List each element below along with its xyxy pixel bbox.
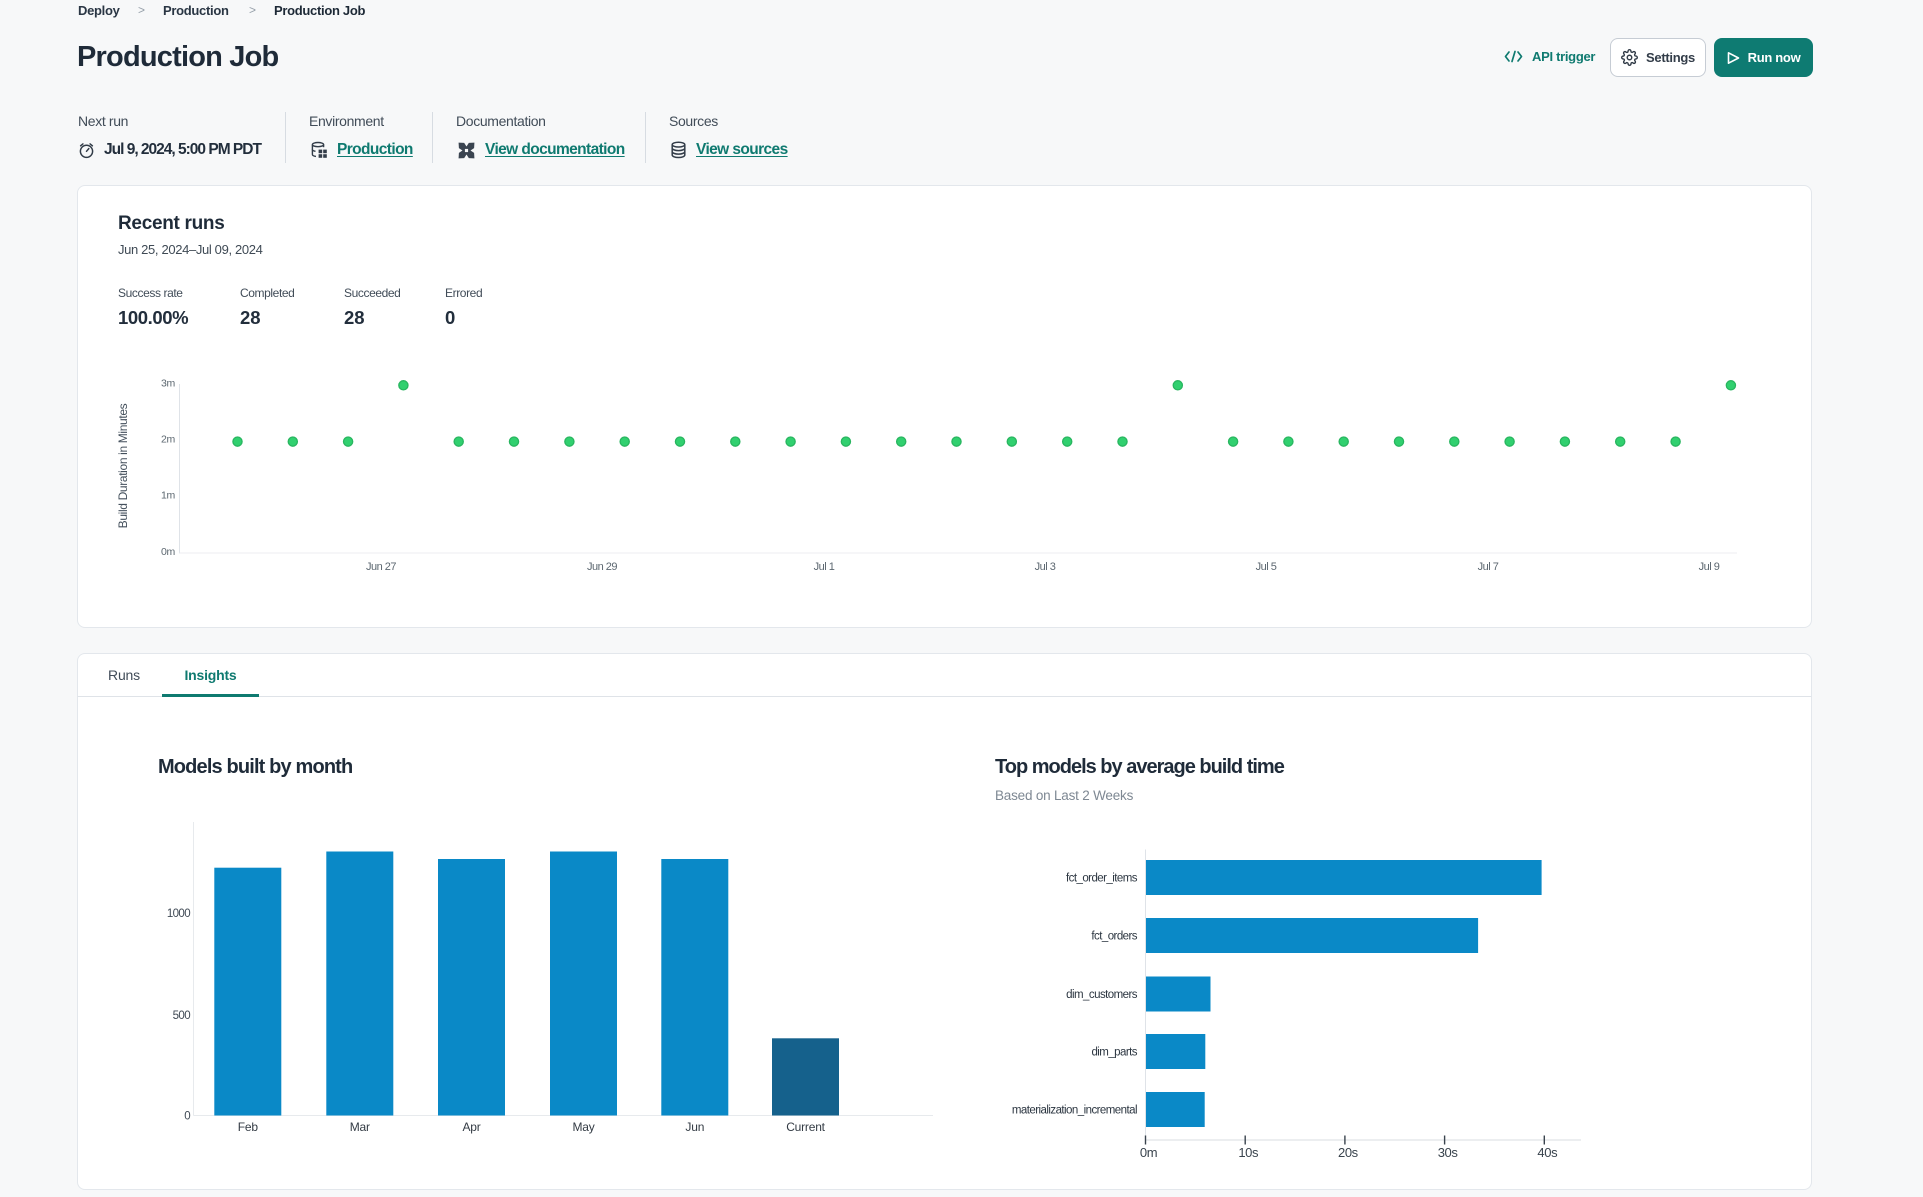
- svg-text:Jun 27: Jun 27: [366, 561, 396, 573]
- svg-text:Jun 29: Jun 29: [587, 561, 617, 573]
- svg-text:Mar: Mar: [350, 1120, 370, 1134]
- svg-text:Jul 5: Jul 5: [1256, 561, 1277, 573]
- svg-text:dim_customers: dim_customers: [1066, 989, 1138, 1001]
- svg-text:0: 0: [184, 1111, 190, 1123]
- svg-text:May: May: [572, 1120, 594, 1134]
- svg-text:materialization_incremental: materialization_incremental: [1012, 1105, 1137, 1117]
- svg-text:Apr: Apr: [462, 1120, 480, 1134]
- svg-text:3m: 3m: [161, 377, 176, 389]
- svg-text:fct_order_items: fct_order_items: [1066, 873, 1138, 885]
- svg-text:Jul 7: Jul 7: [1478, 561, 1499, 573]
- svg-text:Jul 3: Jul 3: [1035, 561, 1056, 573]
- svg-text:20s: 20s: [1338, 1145, 1359, 1160]
- svg-text:fct_orders: fct_orders: [1091, 931, 1137, 943]
- svg-text:2m: 2m: [161, 433, 176, 445]
- svg-text:0m: 0m: [161, 546, 176, 558]
- svg-text:500: 500: [173, 1010, 191, 1022]
- svg-text:Feb: Feb: [238, 1120, 259, 1134]
- svg-text:10s: 10s: [1238, 1145, 1259, 1160]
- svg-text:0m: 0m: [1140, 1145, 1157, 1160]
- svg-text:Current: Current: [786, 1120, 825, 1134]
- svg-text:Build Duration in Minutes: Build Duration in Minutes: [116, 403, 130, 528]
- svg-text:1m: 1m: [161, 490, 176, 502]
- svg-text:Jul 1: Jul 1: [814, 561, 835, 573]
- svg-text:1000: 1000: [167, 908, 190, 920]
- svg-text:Jun: Jun: [685, 1120, 704, 1134]
- svg-text:40s: 40s: [1537, 1145, 1558, 1160]
- svg-text:30s: 30s: [1438, 1145, 1459, 1160]
- svg-text:dim_parts: dim_parts: [1091, 1047, 1137, 1059]
- svg-text:Jul 9: Jul 9: [1699, 561, 1720, 573]
